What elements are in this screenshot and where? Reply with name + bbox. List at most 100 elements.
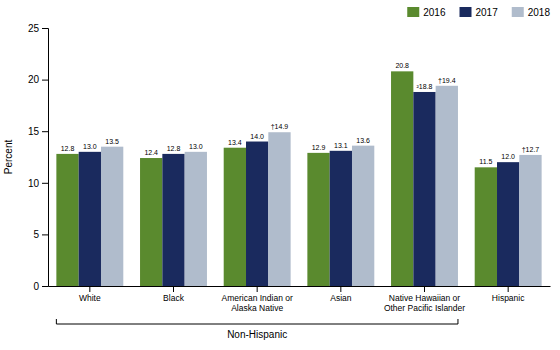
x-tick-line (340, 286, 341, 292)
legend: 2016 2017 2018 (407, 7, 550, 18)
bar (268, 132, 290, 286)
data-label: 12.8 (61, 145, 75, 152)
y-tick: 5 (33, 229, 48, 240)
data-label: ²18.8 (417, 83, 433, 90)
plot: 0 5 10 15 20 25 White Black American Indian orAl… (3, 23, 551, 340)
legend-label: 2018 (528, 7, 551, 18)
chart: 0 5 10 15 20 25 White Black American Indian orAl… (0, 0, 560, 350)
x-tick-label-line: Native Hawaiian or (389, 293, 461, 303)
x-tick-line (89, 286, 90, 292)
bar (391, 71, 413, 286)
y-axis-title: Percent (3, 140, 14, 175)
y-tick-line (42, 28, 48, 29)
bar-series (101, 86, 542, 286)
bar (79, 152, 101, 286)
x-tick-label-line: White (79, 293, 101, 303)
data-label: †12.7 (522, 146, 540, 153)
bracket-line (56, 319, 458, 324)
bar (413, 92, 435, 286)
x-tick: Hispanic (492, 286, 525, 303)
x-tick: Native Hawaiian orOther Pacific Islander (384, 286, 465, 313)
data-label: 13.5 (105, 138, 119, 145)
x-tick: Asian (330, 286, 352, 303)
data-label: 12.8 (167, 145, 181, 152)
y-tick: 0 (33, 281, 48, 292)
data-label: 14.0 (250, 133, 264, 140)
x-tick-line (257, 286, 258, 292)
x-tick-line (173, 286, 174, 292)
y-tick-label: 20 (28, 74, 40, 85)
legend-label: 2017 (476, 7, 499, 18)
y-axis: 0 5 10 15 20 25 (28, 23, 49, 292)
bar (497, 162, 519, 286)
annotation: Non-Hispanic (227, 329, 287, 340)
x-tick-line (424, 286, 425, 292)
x-tick-label-line: Hispanic (492, 293, 525, 303)
bar (519, 155, 541, 286)
data-label: 12.0 (501, 153, 515, 160)
bar (140, 158, 162, 286)
bracket: Non-Hispanic (56, 319, 458, 340)
x-axis: White Black American Indian orAlaska Nativ… (49, 286, 551, 313)
legend-swatch (512, 7, 524, 17)
x-tick-label-line: Alaska Native (231, 303, 283, 313)
data-label: 12.4 (144, 149, 158, 156)
y-tick: 25 (28, 23, 48, 34)
legend-item: 2016 (407, 7, 446, 18)
data-label: 13.4 (228, 139, 242, 146)
y-tick: 15 (28, 126, 48, 137)
bars (56, 71, 541, 286)
legend-label: 2016 (423, 7, 446, 18)
y-tick: 10 (28, 178, 48, 189)
data-label: †19.4 (438, 77, 456, 84)
bar (352, 146, 374, 286)
y-tick-line (42, 234, 48, 235)
x-tick-label-line: Other Pacific Islander (384, 303, 465, 313)
legend-item: 2017 (460, 7, 499, 18)
bar (330, 151, 352, 286)
y-tick-label: 15 (28, 126, 40, 137)
data-label: 20.8 (395, 62, 409, 69)
x-axis-line (49, 286, 551, 287)
y-tick-line (42, 131, 48, 132)
x-tick: American Indian orAlaska Native (221, 286, 293, 313)
y-tick-line (42, 80, 48, 81)
y-tick-label: 10 (28, 178, 40, 189)
bar (101, 147, 123, 286)
data-label: †14.9 (271, 123, 289, 130)
data-label: 13.0 (189, 143, 203, 150)
bar (56, 154, 78, 286)
legend-item: 2018 (512, 7, 551, 18)
x-tick-label: Hispanic (492, 293, 525, 303)
x-tick-label: American Indian orAlaska Native (221, 293, 293, 313)
data-label: 13.6 (356, 137, 370, 144)
bar (246, 142, 268, 286)
y-tick-label: 5 (33, 229, 39, 240)
y-tick-line (42, 286, 48, 287)
bar (307, 153, 329, 286)
x-tick-label: Native Hawaiian orOther Pacific Islander (384, 293, 465, 313)
data-label: 13.1 (334, 142, 348, 149)
data-label: 11.5 (479, 158, 492, 165)
bar (224, 148, 246, 286)
x-tick-label-line: Black (163, 293, 185, 303)
x-tick: White (79, 286, 101, 303)
y-tick: 20 (28, 74, 48, 85)
y-axis-line (42, 29, 49, 287)
bar (475, 167, 497, 286)
x-tick-label: Asian (330, 293, 352, 303)
data-label: 13.0 (83, 143, 97, 150)
data-label: 12.9 (312, 144, 326, 151)
bar (436, 86, 458, 286)
bar-series (56, 71, 497, 286)
x-tick-label: Black (163, 293, 185, 303)
x-tick-label: White (79, 293, 101, 303)
x-tick: Black (163, 286, 185, 303)
x-tick-line (508, 286, 509, 292)
bar (162, 154, 184, 286)
data-labels: 12.8 12.4 13.4 12.9 20.8 11.5 13.0 12.8 14.0 13.1… (61, 62, 540, 165)
y-tick-line (42, 183, 48, 184)
x-tick-label-line: American Indian or (221, 293, 293, 303)
x-tick-label-line: Asian (330, 293, 352, 303)
y-tick-label: 25 (28, 23, 40, 34)
